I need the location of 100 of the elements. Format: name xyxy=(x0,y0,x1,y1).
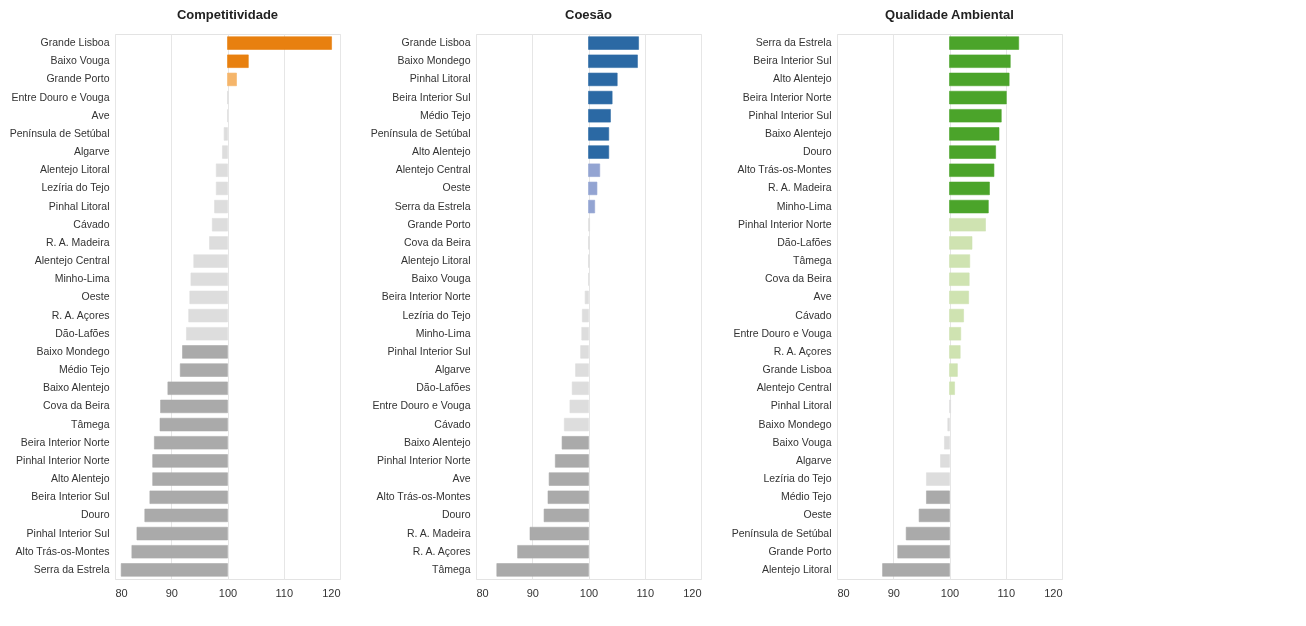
y-tick-label: Oeste xyxy=(803,508,832,521)
y-tick-label: Minho-Lima xyxy=(776,199,832,212)
y-tick-label: Douro xyxy=(80,508,110,521)
x-tick-label: 100 xyxy=(940,586,960,599)
y-tick-label: Entre Douro e Vouga xyxy=(11,90,110,103)
y-tick-label: Península de Setúbal xyxy=(731,526,832,539)
y-tick-label: Grande Porto xyxy=(46,72,110,85)
y-tick-label: R. A. Açores xyxy=(51,308,110,321)
y-tick-label: R. A. Açores xyxy=(412,544,471,557)
y-tick-label: Pinhal Interior Sul xyxy=(26,526,110,539)
y-tick-label: Baixo Mondego xyxy=(758,417,832,430)
y-tick-label: Lezíria do Tejo xyxy=(763,472,832,485)
y-tick-label: Dão-Lafões xyxy=(777,235,832,248)
chart-title: Coesão xyxy=(565,7,613,22)
x-tick-label: 80 xyxy=(476,586,489,599)
y-tick-label: Oeste xyxy=(81,290,110,303)
y-tick-label: Douro xyxy=(441,508,471,521)
y-tick-label: Grande Lisboa xyxy=(762,363,832,376)
x-tick-label: 110 xyxy=(636,586,655,599)
y-tick-label: Baixo Alentejo xyxy=(764,126,832,139)
y-tick-label: Cova da Beira xyxy=(764,272,832,285)
y-tick-label: Alto Alentejo xyxy=(51,472,110,485)
y-tick-label: Pinhal Interior Sul xyxy=(748,108,832,121)
x-tick-label: 110 xyxy=(997,586,1016,599)
y-tick-label: Tâmega xyxy=(70,417,110,430)
x-tick-label: 120 xyxy=(322,586,341,599)
y-tick-label: Beira Interior Norte xyxy=(20,435,110,448)
y-tick-label: R. A. Madeira xyxy=(45,235,110,248)
y-tick-label: Ave xyxy=(452,472,471,485)
y-tick-label: Entre Douro e Vouga xyxy=(733,326,832,339)
y-tick-label: Grande Porto xyxy=(407,217,471,230)
x-tick-label: 90 xyxy=(526,586,539,599)
y-tick-label: Pinhal Litoral xyxy=(770,399,832,412)
y-tick-label: Lezíria do Tejo xyxy=(402,308,471,321)
x-tick-label: 90 xyxy=(887,586,900,599)
y-tick-label: Alentejo Central xyxy=(34,254,110,267)
x-tick-label: 110 xyxy=(275,586,294,599)
y-tick-label: Pinhal Litoral xyxy=(48,199,110,212)
y-tick-label: Minho-Lima xyxy=(415,326,471,339)
y-tick-label: Baixo Vouga xyxy=(411,272,471,285)
y-tick-label: Oeste xyxy=(442,181,471,194)
y-tick-label: Médio Tejo xyxy=(58,363,110,376)
y-tick-label: Alto Trás-os-Montes xyxy=(15,544,110,557)
y-tick-label: Entre Douro e Vouga xyxy=(372,399,471,412)
x-tick-label: 100 xyxy=(218,586,238,599)
y-tick-label: Algarve xyxy=(73,145,110,158)
y-tick-label: Algarve xyxy=(434,363,471,376)
y-tick-label: Alentejo Litoral xyxy=(401,254,471,267)
y-tick-label: Beira Interior Sul xyxy=(31,490,110,503)
y-tick-label: Pinhal Interior Norte xyxy=(377,453,471,466)
x-tick-label: 80 xyxy=(115,586,128,599)
y-tick-label: Dão-Lafões xyxy=(416,381,471,394)
y-tick-label: Cova da Beira xyxy=(42,399,110,412)
y-tick-label: R. A. Açores xyxy=(773,344,832,357)
y-tick-label: Pinhal Interior Sul xyxy=(387,344,471,357)
y-tick-label: Alentejo Litoral xyxy=(40,163,110,176)
y-tick-label: Algarve xyxy=(795,453,832,466)
y-tick-label: Beira Interior Sul xyxy=(392,90,471,103)
y-tick-label: Baixo Alentejo xyxy=(403,435,471,448)
chart-title: Qualidade Ambiental xyxy=(885,7,1014,22)
y-tick-label: Ave xyxy=(813,290,832,303)
y-tick-label: Serra da Estrela xyxy=(755,36,832,49)
y-tick-label: Alentejo Central xyxy=(395,163,471,176)
y-tick-label: Lezíria do Tejo xyxy=(41,181,110,194)
y-tick-label: Médio Tejo xyxy=(419,108,471,121)
y-tick-label: Alentejo Litoral xyxy=(762,562,832,575)
y-tick-label: Pinhal Interior Norte xyxy=(738,217,832,230)
y-tick-label: Pinhal Interior Norte xyxy=(16,453,110,466)
x-tick-label: 120 xyxy=(1044,586,1063,599)
y-tick-label: Alentejo Central xyxy=(756,381,832,394)
y-tick-label: Alto Alentejo xyxy=(412,145,471,158)
y-tick-label: Beira Interior Norte xyxy=(742,90,832,103)
y-tick-label: Alto Trás-os-Montes xyxy=(376,490,471,503)
y-tick-label: Tâmega xyxy=(792,254,832,267)
y-tick-label: Pinhal Litoral xyxy=(409,72,471,85)
x-tick-label: 120 xyxy=(683,586,702,599)
x-tick-label: 90 xyxy=(165,586,178,599)
y-tick-label: Baixo Alentejo xyxy=(42,381,110,394)
y-tick-label: Grande Porto xyxy=(768,544,832,557)
y-tick-label: Minho-Lima xyxy=(54,272,110,285)
y-tick-label: R. A. Madeira xyxy=(406,526,471,539)
y-tick-label: Grande Lisboa xyxy=(40,36,110,49)
y-tick-label: Alto Alentejo xyxy=(773,72,832,85)
x-tick-label: 80 xyxy=(837,586,850,599)
y-tick-label: Serra da Estrela xyxy=(33,562,110,575)
y-tick-label: Baixo Mondego xyxy=(397,54,471,67)
y-tick-label: Península de Setúbal xyxy=(370,126,471,139)
y-tick-label: Alto Trás-os-Montes xyxy=(737,163,832,176)
y-tick-label: Cávado xyxy=(73,217,110,230)
y-tick-label: Beira Interior Norte xyxy=(381,290,471,303)
y-tick-label: Cávado xyxy=(434,417,471,430)
y-tick-label: Baixo Mondego xyxy=(36,344,110,357)
y-tick-label: Cova da Beira xyxy=(403,235,471,248)
x-tick-label: 100 xyxy=(579,586,599,599)
y-tick-label: Cávado xyxy=(795,308,832,321)
y-tick-label: Baixo Vouga xyxy=(772,435,832,448)
y-tick-label: Médio Tejo xyxy=(780,490,832,503)
y-tick-label: Grande Lisboa xyxy=(401,36,471,49)
y-tick-label: Tâmega xyxy=(431,562,471,575)
y-tick-label: Ave xyxy=(91,108,110,121)
